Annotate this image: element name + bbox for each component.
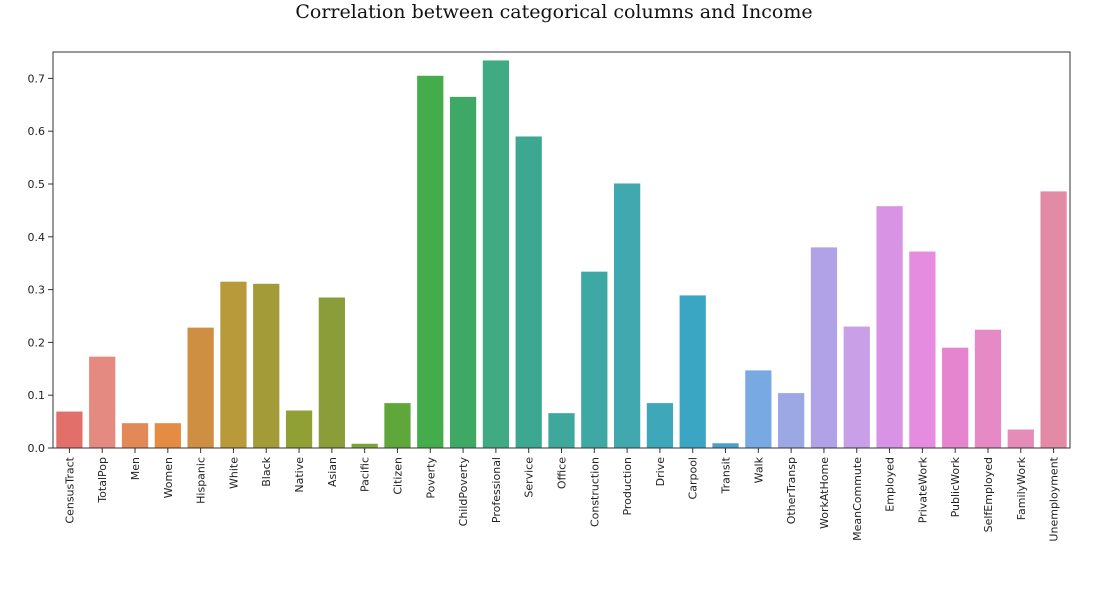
x-tick-label-othertransp: OtherTransp <box>785 457 798 524</box>
bar-service <box>515 136 542 449</box>
bar-employed <box>876 206 903 448</box>
x-tick-label-selfemployed: SelfEmployed <box>982 457 995 532</box>
x-tick-label-citizen: Citizen <box>391 457 404 495</box>
x-tick-label-totalpop: TotalPop <box>96 457 109 504</box>
bar-unemployment <box>1040 191 1067 448</box>
bar-meancommute <box>843 326 870 448</box>
x-tick-label-men: Men <box>129 457 142 480</box>
bar-poverty <box>417 75 444 448</box>
x-tick-label-service: Service <box>523 457 536 498</box>
x-tick-label-asian: Asian <box>326 457 339 487</box>
bar-transit <box>712 443 739 448</box>
bar-women <box>154 423 181 448</box>
x-tick-label-publicwork: PublicWork <box>949 456 962 517</box>
x-tick-label-childpoverty: ChildPoverty <box>457 457 470 527</box>
bar-native <box>285 410 313 448</box>
x-tick-label-walk: Walk <box>752 456 765 483</box>
bar-office <box>548 413 575 448</box>
y-tick-label: 0.3 <box>28 284 46 297</box>
y-tick-label: 0.6 <box>28 125 46 138</box>
x-tick-label-professional: Professional <box>490 457 503 523</box>
x-tick-label-privatework: PrivateWork <box>916 456 929 523</box>
x-tick-label-office: Office <box>556 457 569 489</box>
bar-selfemployed <box>974 329 1002 448</box>
bar-carpool <box>679 295 706 448</box>
x-tick-label-drive: Drive <box>654 457 667 487</box>
x-tick-label-employed: Employed <box>884 457 897 512</box>
bar-childpoverty <box>449 96 477 448</box>
chart-title: Correlation between categorical columns … <box>295 1 813 23</box>
x-tick-label-poverty: Poverty <box>424 457 437 499</box>
y-tick-label: 0.1 <box>28 389 46 402</box>
y-tick-label: 0.4 <box>28 231 46 244</box>
bar-construction <box>581 271 608 448</box>
x-tick-label-construction: Construction <box>588 457 601 527</box>
bar-familywork <box>1007 429 1034 448</box>
x-tick-label-native: Native <box>293 457 306 493</box>
bar-workathome <box>810 247 838 448</box>
bar-privatework <box>909 251 936 448</box>
bar-publicwork <box>942 347 969 448</box>
y-tick-label: 0.5 <box>28 178 46 191</box>
x-tick-label-hispanic: Hispanic <box>195 457 208 504</box>
x-tick-label-familywork: FamilyWork <box>1015 456 1028 520</box>
bar-censustract <box>56 411 83 448</box>
bar-drive <box>646 403 674 448</box>
y-axis: 0.0 0.1 0.2 0.3 0.4 0.5 0.6 0.7 <box>28 72 53 455</box>
bar-citizen <box>384 403 411 448</box>
x-tick-label-workathome: WorkAtHome <box>818 457 831 529</box>
y-tick-label: 0.2 <box>28 336 46 349</box>
x-tick-label-white: White <box>227 457 240 489</box>
bar-men <box>121 423 149 448</box>
bar-othertransp <box>778 393 805 448</box>
x-tick-label-pacific: Pacific <box>359 457 372 492</box>
y-tick-label: 0.0 <box>28 442 46 455</box>
x-tick-label-black: Black <box>260 456 273 486</box>
bar-walk <box>745 370 772 448</box>
y-tick-label: 0.7 <box>28 72 46 85</box>
bar-hispanic <box>187 327 214 448</box>
plot-frame <box>52 51 1071 449</box>
bar-black <box>253 283 280 448</box>
bar-pacific <box>351 443 378 448</box>
bar-white <box>220 281 247 448</box>
x-tick-label-women: Women <box>162 457 175 498</box>
x-tick-label-carpool: Carpool <box>687 457 700 499</box>
x-axis: CensusTract TotalPop Men Women Hispanic White… <box>63 448 1061 542</box>
bar-asian <box>318 297 345 448</box>
x-tick-label-meancommute: MeanCommute <box>851 457 864 541</box>
x-tick-label-unemployment: Unemployment <box>1048 456 1061 541</box>
bar-production <box>613 183 641 449</box>
bar-totalpop <box>89 356 116 448</box>
bar-professional <box>482 60 510 448</box>
bars-group <box>56 60 1067 449</box>
x-tick-label-censustract: CensusTract <box>63 456 76 523</box>
x-tick-label-production: Production <box>621 457 634 516</box>
x-tick-label-transit: Transit <box>720 456 733 494</box>
